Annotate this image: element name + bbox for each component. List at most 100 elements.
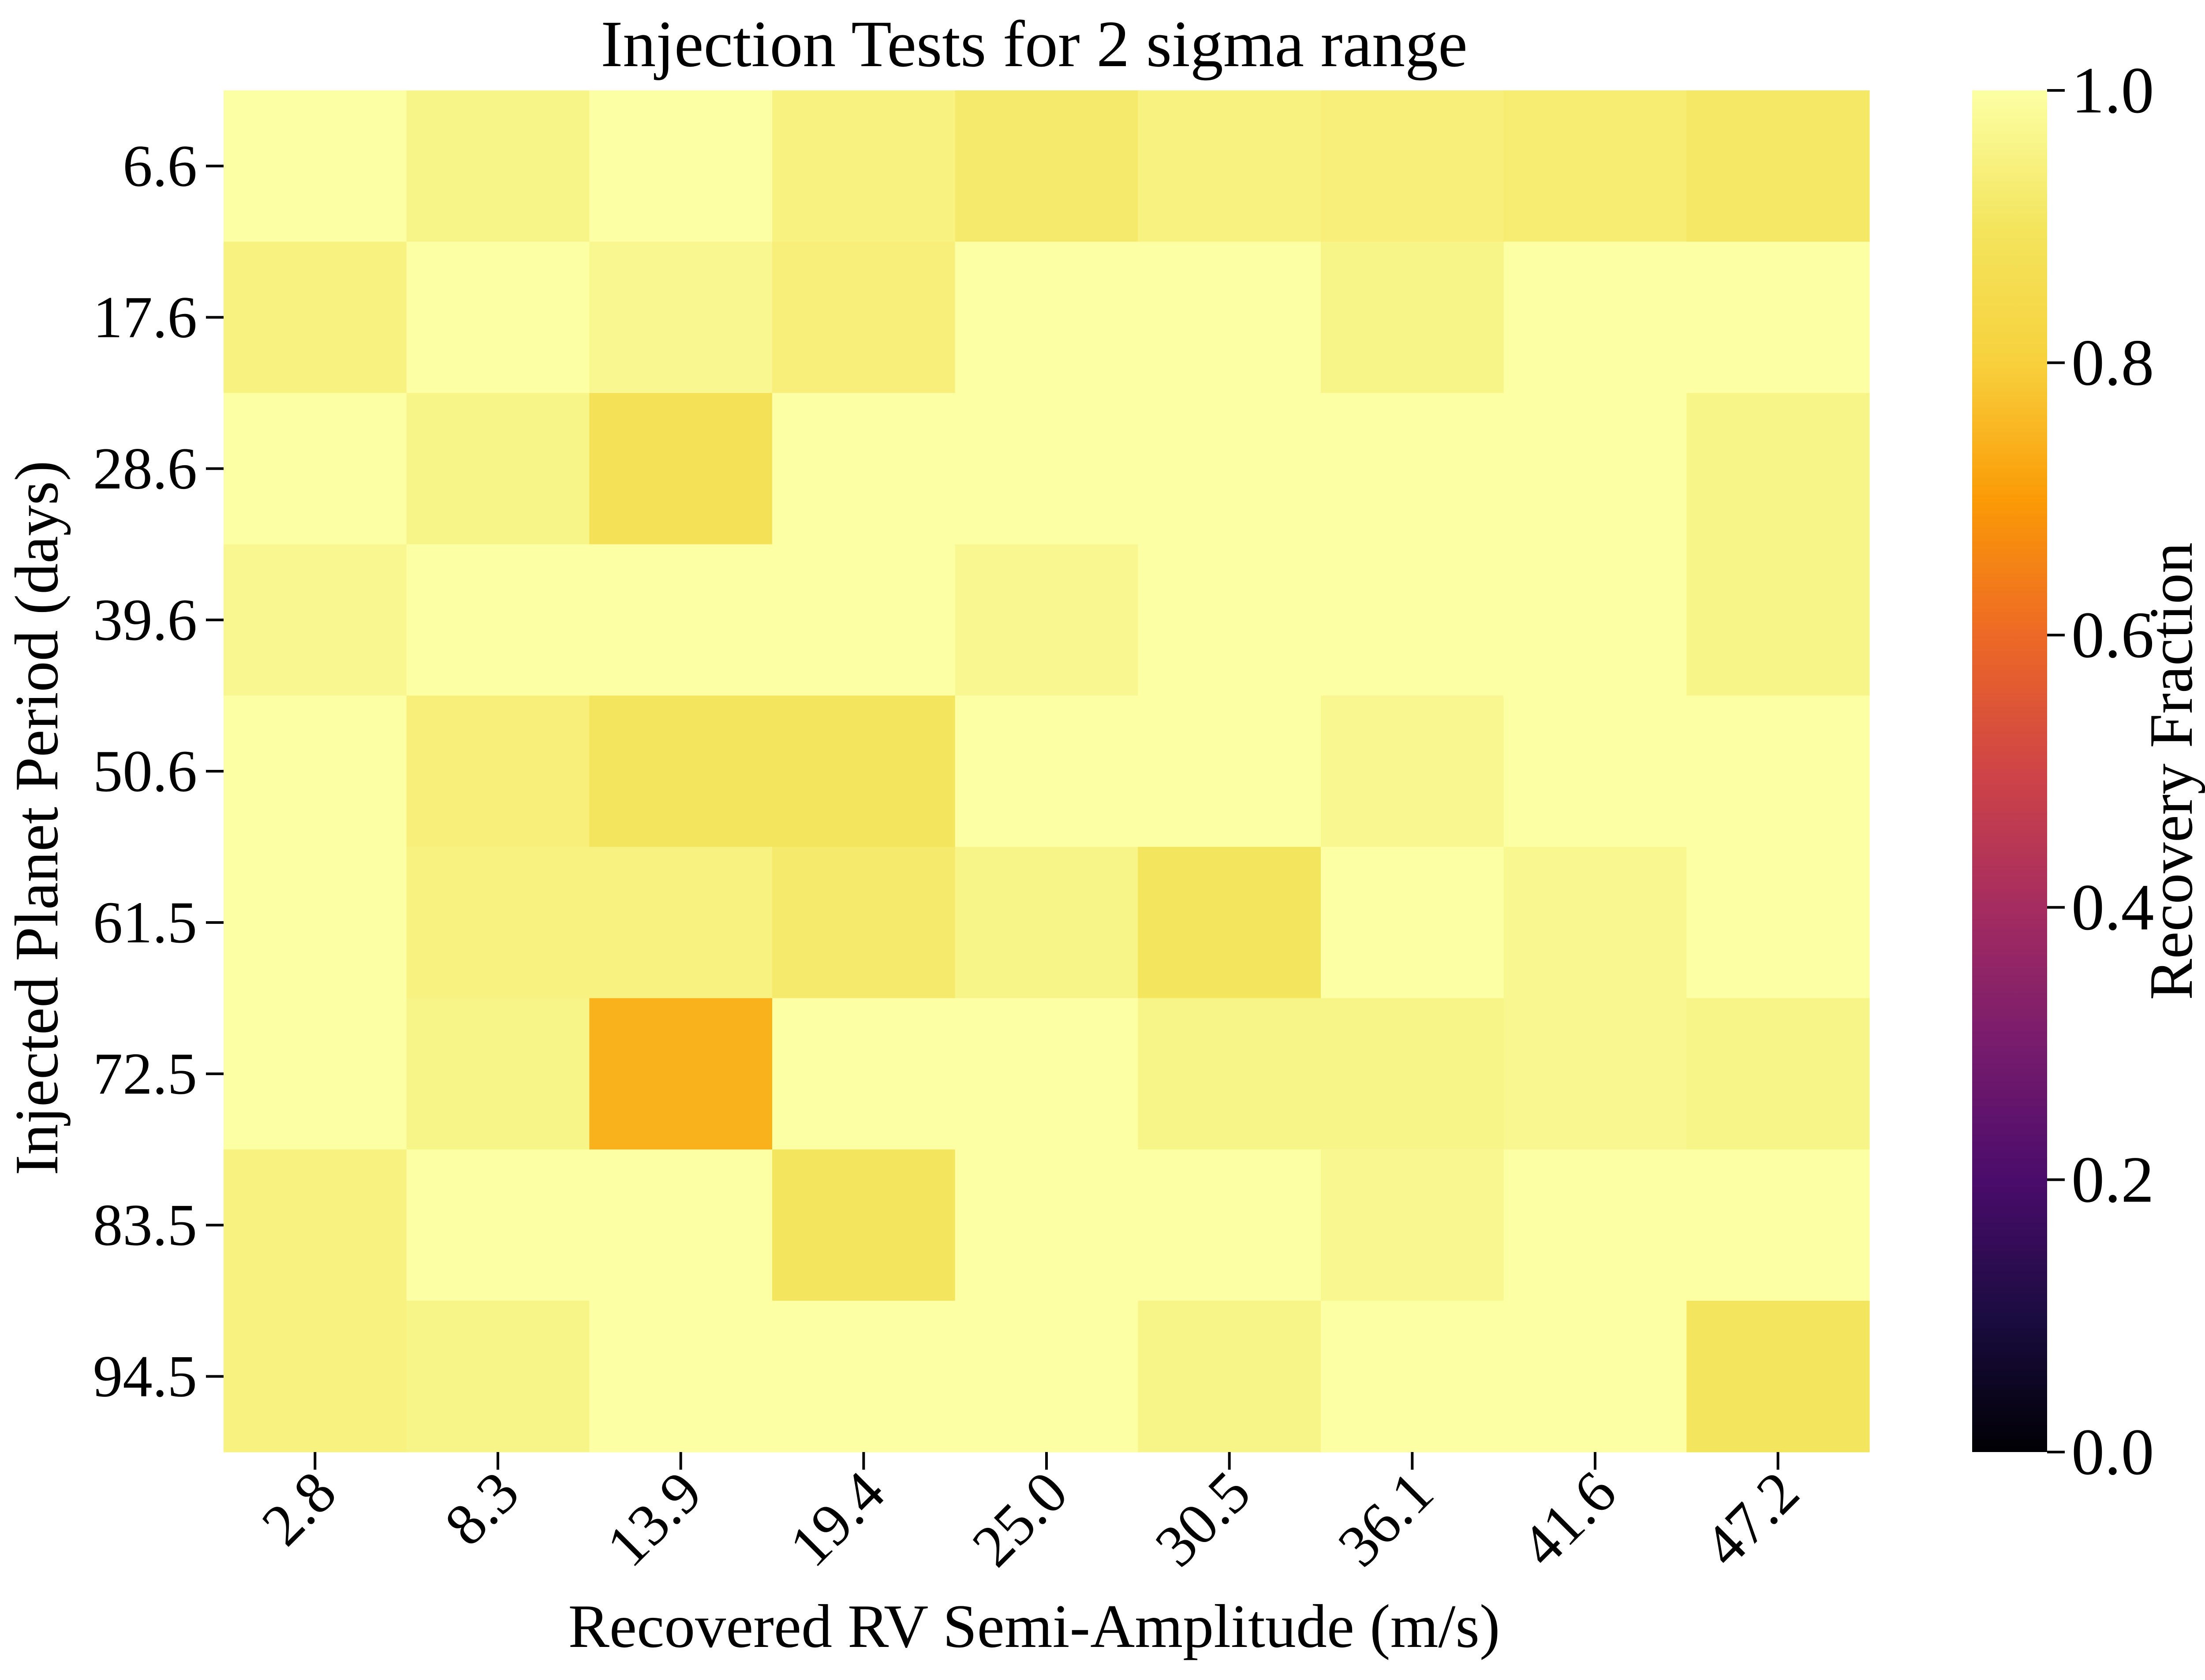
heatmap-cell — [1138, 847, 1321, 999]
heatmap-cell — [955, 1300, 1138, 1452]
y-tick-label: 6.6 — [123, 134, 197, 199]
x-tick-label: 30.5 — [1143, 1459, 1263, 1579]
y-axis: 6.6 17.6 28.6 39.6 50.6 61.5 72.5 83.5 94.5 — [93, 134, 224, 1409]
heatmap-cell — [1138, 1300, 1321, 1452]
colorbar-tick-label: 1.0 — [2071, 54, 2154, 127]
heatmap-cell — [1138, 998, 1321, 1150]
heatmap-cell — [1503, 998, 1687, 1150]
heatmap-cell — [589, 544, 773, 696]
heatmap-cell — [772, 393, 956, 545]
x-tick-label: 25.0 — [960, 1459, 1080, 1579]
x-axis-label: Recovered RV Semi-Amplitude (m/s) — [568, 1592, 1500, 1661]
heatmap-cell — [406, 1300, 590, 1452]
colorbar-tick-label: 0.8 — [2071, 326, 2154, 399]
heatmap-cell — [224, 242, 407, 393]
colorbar-tick-label: 0.4 — [2071, 871, 2154, 944]
heatmap-cell — [1503, 1300, 1687, 1452]
heatmap-cell — [406, 90, 590, 242]
heatmap-cell — [772, 242, 956, 393]
heatmap-cell — [224, 695, 407, 847]
heatmap-cell — [955, 998, 1138, 1150]
heatmap-cell — [772, 1149, 956, 1301]
y-tick-label: 83.5 — [93, 1192, 197, 1258]
heatmap-cell — [1138, 1149, 1321, 1301]
heatmap-cell — [224, 998, 407, 1150]
heatmap-cell — [1503, 242, 1687, 393]
heatmap-cell — [224, 544, 407, 696]
x-tick-label: 8.3 — [433, 1459, 532, 1558]
heatmap-cell — [589, 1300, 773, 1452]
heatmap-cell — [224, 847, 407, 999]
heatmap-cell — [955, 695, 1138, 847]
heatmap-cell — [406, 998, 590, 1150]
heatmap-cell — [406, 393, 590, 545]
x-tick-label: 47.2 — [1691, 1459, 1811, 1579]
colorbar-tick-label: 0.2 — [2071, 1143, 2154, 1216]
heatmap-cell — [1686, 998, 1870, 1150]
heatmap-cell — [224, 393, 407, 545]
heatmap-cell — [224, 1300, 407, 1452]
heatmap-cell — [1503, 695, 1687, 847]
heatmap-cells — [224, 90, 1870, 1452]
heatmap-cell — [1321, 90, 1504, 242]
heatmap-cell — [1138, 544, 1321, 696]
y-tick-label: 61.5 — [93, 890, 197, 956]
y-tick-label: 94.5 — [93, 1344, 197, 1409]
heatmap-cell — [1321, 1300, 1504, 1452]
heatmap-cell — [1503, 1149, 1687, 1301]
heatmap-cell — [955, 242, 1138, 393]
heatmap-cell — [224, 90, 407, 242]
y-tick-label: 72.5 — [93, 1041, 197, 1107]
heatmap-cell — [955, 544, 1138, 696]
x-tick-label: 19.4 — [777, 1459, 897, 1579]
heatmap-cell — [1138, 242, 1321, 393]
heatmap-cell — [1321, 1149, 1504, 1301]
heatmap-cell — [1321, 998, 1504, 1150]
heatmap-cell — [406, 1149, 590, 1301]
heatmap-cell — [224, 1149, 407, 1301]
heatmap-cell — [589, 1149, 773, 1301]
heatmap-cell — [772, 90, 956, 242]
heatmap-cell — [1321, 847, 1504, 999]
colorbar-tick-label: 0.6 — [2071, 598, 2154, 672]
heatmap-cell — [589, 393, 773, 545]
heatmap-cell — [1503, 847, 1687, 999]
heatmap-cell — [1686, 1300, 1870, 1452]
heatmap-cell — [772, 847, 956, 999]
y-axis-label: Injected Planet Period (days) — [3, 460, 71, 1175]
heatmap-cell — [955, 1149, 1138, 1301]
heatmap-cell — [955, 90, 1138, 242]
colorbar-tick-label: 0.0 — [2071, 1415, 2154, 1489]
heatmap-cell — [1686, 544, 1870, 696]
heatmap-cell — [589, 998, 773, 1150]
heatmap-cell — [1321, 242, 1504, 393]
heatmap-cell — [1686, 695, 1870, 847]
heatmap-cell — [1321, 695, 1504, 847]
heatmap-cell — [1138, 393, 1321, 545]
heatmap-cell — [589, 695, 773, 847]
x-tick-label: 36.1 — [1326, 1459, 1446, 1579]
x-tick-label: 41.6 — [1509, 1459, 1629, 1579]
heatmap-cell — [1138, 695, 1321, 847]
heatmap-cell — [955, 393, 1138, 545]
x-tick-label: 2.8 — [250, 1459, 349, 1558]
heatmap-cell — [772, 695, 956, 847]
heatmap-cell — [406, 695, 590, 847]
heatmap-cell — [406, 242, 590, 393]
heatmap-cell — [1503, 90, 1687, 242]
heatmap-cell — [1686, 1149, 1870, 1301]
x-axis: 2.8 8.3 13.9 19.4 25.0 30.5 36.1 41.6 47.2 — [250, 1452, 1812, 1579]
heatmap-cell — [772, 1300, 956, 1452]
heatmap-cell — [589, 847, 773, 999]
colorbar-axis: 0.0 0.2 0.4 0.6 0.8 1.0 — [2047, 54, 2154, 1489]
heatmap-cell — [589, 90, 773, 242]
heatmap-cell — [1686, 847, 1870, 999]
heatmap-cell — [1321, 393, 1504, 545]
heatmap-cell — [1503, 544, 1687, 696]
heatmap-cell — [772, 998, 956, 1150]
colorbar — [1972, 90, 2047, 1452]
heatmap-cell — [1321, 544, 1504, 696]
y-tick-label: 28.6 — [93, 436, 197, 502]
heatmap-cell — [589, 242, 773, 393]
